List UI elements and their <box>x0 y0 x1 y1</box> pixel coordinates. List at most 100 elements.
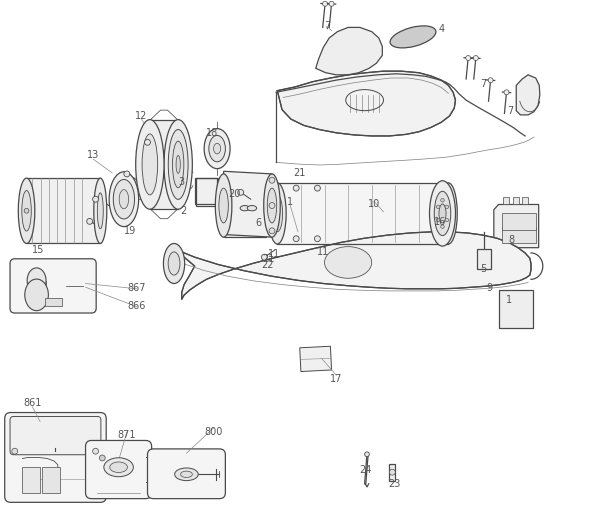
Ellipse shape <box>268 183 286 244</box>
Circle shape <box>365 452 369 456</box>
Bar <box>503 197 509 204</box>
Ellipse shape <box>142 134 158 195</box>
Text: 1: 1 <box>287 197 293 207</box>
Text: 11: 11 <box>268 249 280 259</box>
Circle shape <box>389 469 395 475</box>
Polygon shape <box>224 171 272 237</box>
Text: 7: 7 <box>507 106 513 115</box>
Ellipse shape <box>181 471 192 477</box>
Ellipse shape <box>163 243 185 284</box>
Bar <box>389 464 395 481</box>
Ellipse shape <box>164 120 192 209</box>
Ellipse shape <box>267 188 277 223</box>
Circle shape <box>87 218 93 225</box>
Circle shape <box>293 185 299 191</box>
Ellipse shape <box>264 174 280 237</box>
Polygon shape <box>150 120 178 209</box>
Ellipse shape <box>168 252 180 275</box>
FancyBboxPatch shape <box>10 259 96 313</box>
Circle shape <box>93 196 99 202</box>
Text: 1: 1 <box>506 296 512 305</box>
Ellipse shape <box>176 155 181 173</box>
Ellipse shape <box>272 195 283 232</box>
Ellipse shape <box>390 26 436 48</box>
Text: 867: 867 <box>127 283 146 292</box>
Text: 21: 21 <box>263 255 274 264</box>
Polygon shape <box>224 174 266 237</box>
Text: 8: 8 <box>508 236 514 245</box>
Polygon shape <box>494 204 539 248</box>
Circle shape <box>445 205 448 209</box>
Bar <box>513 197 519 204</box>
Circle shape <box>93 448 99 454</box>
Text: 22: 22 <box>261 260 274 269</box>
Circle shape <box>269 177 275 183</box>
Ellipse shape <box>18 178 35 243</box>
Text: 15: 15 <box>32 246 44 255</box>
Circle shape <box>238 189 244 196</box>
Text: 18: 18 <box>206 128 218 138</box>
Bar <box>477 249 491 269</box>
Ellipse shape <box>136 120 164 209</box>
Polygon shape <box>277 183 448 244</box>
Circle shape <box>445 218 448 222</box>
Ellipse shape <box>175 468 198 481</box>
Text: 24: 24 <box>360 465 372 475</box>
Circle shape <box>323 1 327 6</box>
Ellipse shape <box>172 141 184 188</box>
Ellipse shape <box>214 143 221 154</box>
Polygon shape <box>27 178 100 243</box>
Text: 20: 20 <box>229 189 241 199</box>
Ellipse shape <box>168 130 188 199</box>
FancyBboxPatch shape <box>5 413 106 502</box>
Circle shape <box>441 225 444 228</box>
Ellipse shape <box>240 206 250 211</box>
Circle shape <box>314 236 320 242</box>
Text: 3: 3 <box>179 177 185 187</box>
Text: 10: 10 <box>368 200 380 209</box>
Circle shape <box>269 228 275 234</box>
Text: 11: 11 <box>317 247 329 257</box>
Text: 17: 17 <box>330 375 342 384</box>
Text: 21: 21 <box>294 168 306 178</box>
Ellipse shape <box>104 458 133 477</box>
Ellipse shape <box>434 191 451 236</box>
Circle shape <box>12 448 18 454</box>
Ellipse shape <box>219 188 228 223</box>
Bar <box>22 467 40 493</box>
FancyBboxPatch shape <box>86 441 152 499</box>
Ellipse shape <box>324 247 372 278</box>
Ellipse shape <box>443 195 454 232</box>
Ellipse shape <box>440 183 457 244</box>
Circle shape <box>24 209 29 213</box>
Polygon shape <box>516 75 540 115</box>
Polygon shape <box>316 27 382 75</box>
Circle shape <box>314 185 320 191</box>
Circle shape <box>99 455 105 461</box>
Bar <box>499 290 533 328</box>
Circle shape <box>145 139 150 145</box>
Circle shape <box>473 55 478 61</box>
Bar <box>195 178 218 204</box>
Text: 16: 16 <box>434 218 446 227</box>
Text: 2: 2 <box>180 206 186 216</box>
Circle shape <box>437 218 440 222</box>
Text: 4: 4 <box>438 24 444 34</box>
Circle shape <box>329 1 334 6</box>
Text: 9: 9 <box>487 284 493 293</box>
Ellipse shape <box>430 181 455 246</box>
Text: 800: 800 <box>204 427 223 437</box>
Ellipse shape <box>97 193 103 229</box>
Ellipse shape <box>439 204 446 223</box>
Circle shape <box>437 205 440 209</box>
Text: 13: 13 <box>87 151 99 160</box>
Bar <box>502 227 536 243</box>
Ellipse shape <box>25 279 48 311</box>
Polygon shape <box>277 71 455 136</box>
Ellipse shape <box>119 190 129 209</box>
Text: 23: 23 <box>388 479 400 489</box>
Ellipse shape <box>209 135 225 162</box>
Ellipse shape <box>94 178 107 243</box>
Text: 6: 6 <box>255 219 261 228</box>
Text: 5: 5 <box>481 264 487 274</box>
